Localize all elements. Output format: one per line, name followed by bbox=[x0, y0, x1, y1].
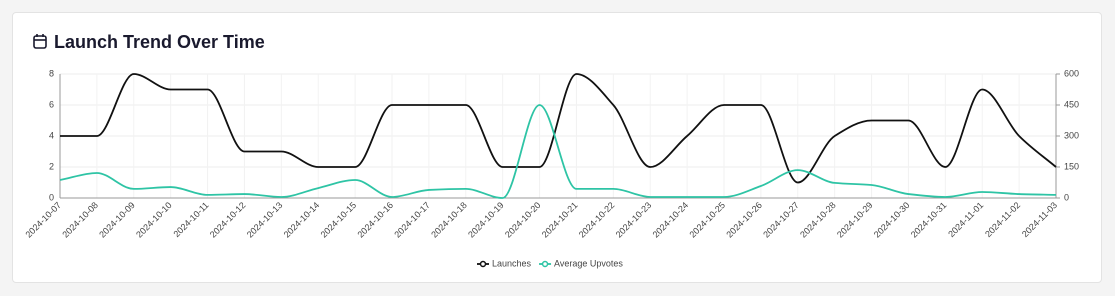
y-tick-label: 8 bbox=[49, 68, 54, 78]
series-line bbox=[60, 73, 1057, 184]
x-tick-label: 2024-10-23 bbox=[614, 200, 654, 240]
x-tick-label: 2024-10-25 bbox=[687, 200, 727, 240]
y-tick-label: 0 bbox=[49, 192, 54, 202]
x-tick-label: 2024-10-13 bbox=[245, 200, 285, 240]
x-tick-label: 2024-11-01 bbox=[946, 200, 985, 239]
y2-tick-label: 150 bbox=[1064, 161, 1079, 171]
x-tick-label: 2024-10-18 bbox=[429, 200, 469, 240]
x-tick-label: 2024-10-19 bbox=[466, 200, 506, 240]
y-tick-label: 2 bbox=[49, 161, 54, 171]
y-tick-label: 6 bbox=[49, 99, 54, 109]
x-tick-label: 2024-10-07 bbox=[23, 200, 63, 240]
card bbox=[12, 12, 1102, 283]
y2-tick-label: 450 bbox=[1064, 99, 1079, 109]
x-tick-label: 2024-10-27 bbox=[761, 200, 801, 240]
x-tick-label: 2024-10-16 bbox=[355, 200, 395, 240]
legend-marker bbox=[479, 260, 487, 268]
x-tick-label: 2024-10-28 bbox=[798, 200, 838, 240]
y2-tick-label: 0 bbox=[1064, 192, 1069, 202]
x-tick-label: 2024-10-26 bbox=[724, 200, 764, 240]
x-tick-label: 2024-10-08 bbox=[60, 200, 100, 240]
x-tick-label: 2024-10-22 bbox=[577, 200, 617, 240]
y2-tick-label: 300 bbox=[1064, 130, 1079, 140]
chart-title: Launch Trend Over Time bbox=[54, 32, 265, 52]
x-tick-label: 2024-10-10 bbox=[134, 200, 174, 240]
x-tick-label: 2024-10-31 bbox=[909, 200, 949, 240]
series-line bbox=[59, 104, 1057, 199]
x-tick-label: 2024-10-20 bbox=[503, 200, 543, 240]
x-tick-label: 2024-10-12 bbox=[208, 200, 248, 240]
legend-label: Launches bbox=[492, 258, 532, 268]
y2-tick-label: 600 bbox=[1064, 68, 1079, 78]
x-tick-label: 2024-10-11 bbox=[171, 200, 210, 239]
x-tick-label: 2024-10-21 bbox=[540, 200, 580, 240]
legend: Launches Average Upvotes bbox=[477, 258, 623, 268]
x-tick-label: 2024-10-30 bbox=[872, 200, 912, 240]
x-tick-label: 2024-10-14 bbox=[282, 200, 322, 240]
x-tick-label: 2024-11-02 bbox=[983, 200, 1022, 239]
x-tick-label: 2024-10-17 bbox=[392, 200, 432, 240]
x-tick-label: 2024-10-15 bbox=[319, 200, 359, 240]
legend-marker bbox=[541, 260, 549, 268]
x-tick-label: 2024-10-29 bbox=[835, 200, 875, 240]
y-tick-label: 4 bbox=[49, 130, 54, 140]
x-tick-label: 2024-11-03 bbox=[1020, 200, 1059, 239]
x-tick-label: 2024-10-24 bbox=[651, 200, 691, 240]
calendar-icon bbox=[33, 34, 47, 49]
x-tick-label: 2024-10-09 bbox=[97, 200, 137, 240]
legend-label: Average Upvotes bbox=[554, 258, 623, 268]
